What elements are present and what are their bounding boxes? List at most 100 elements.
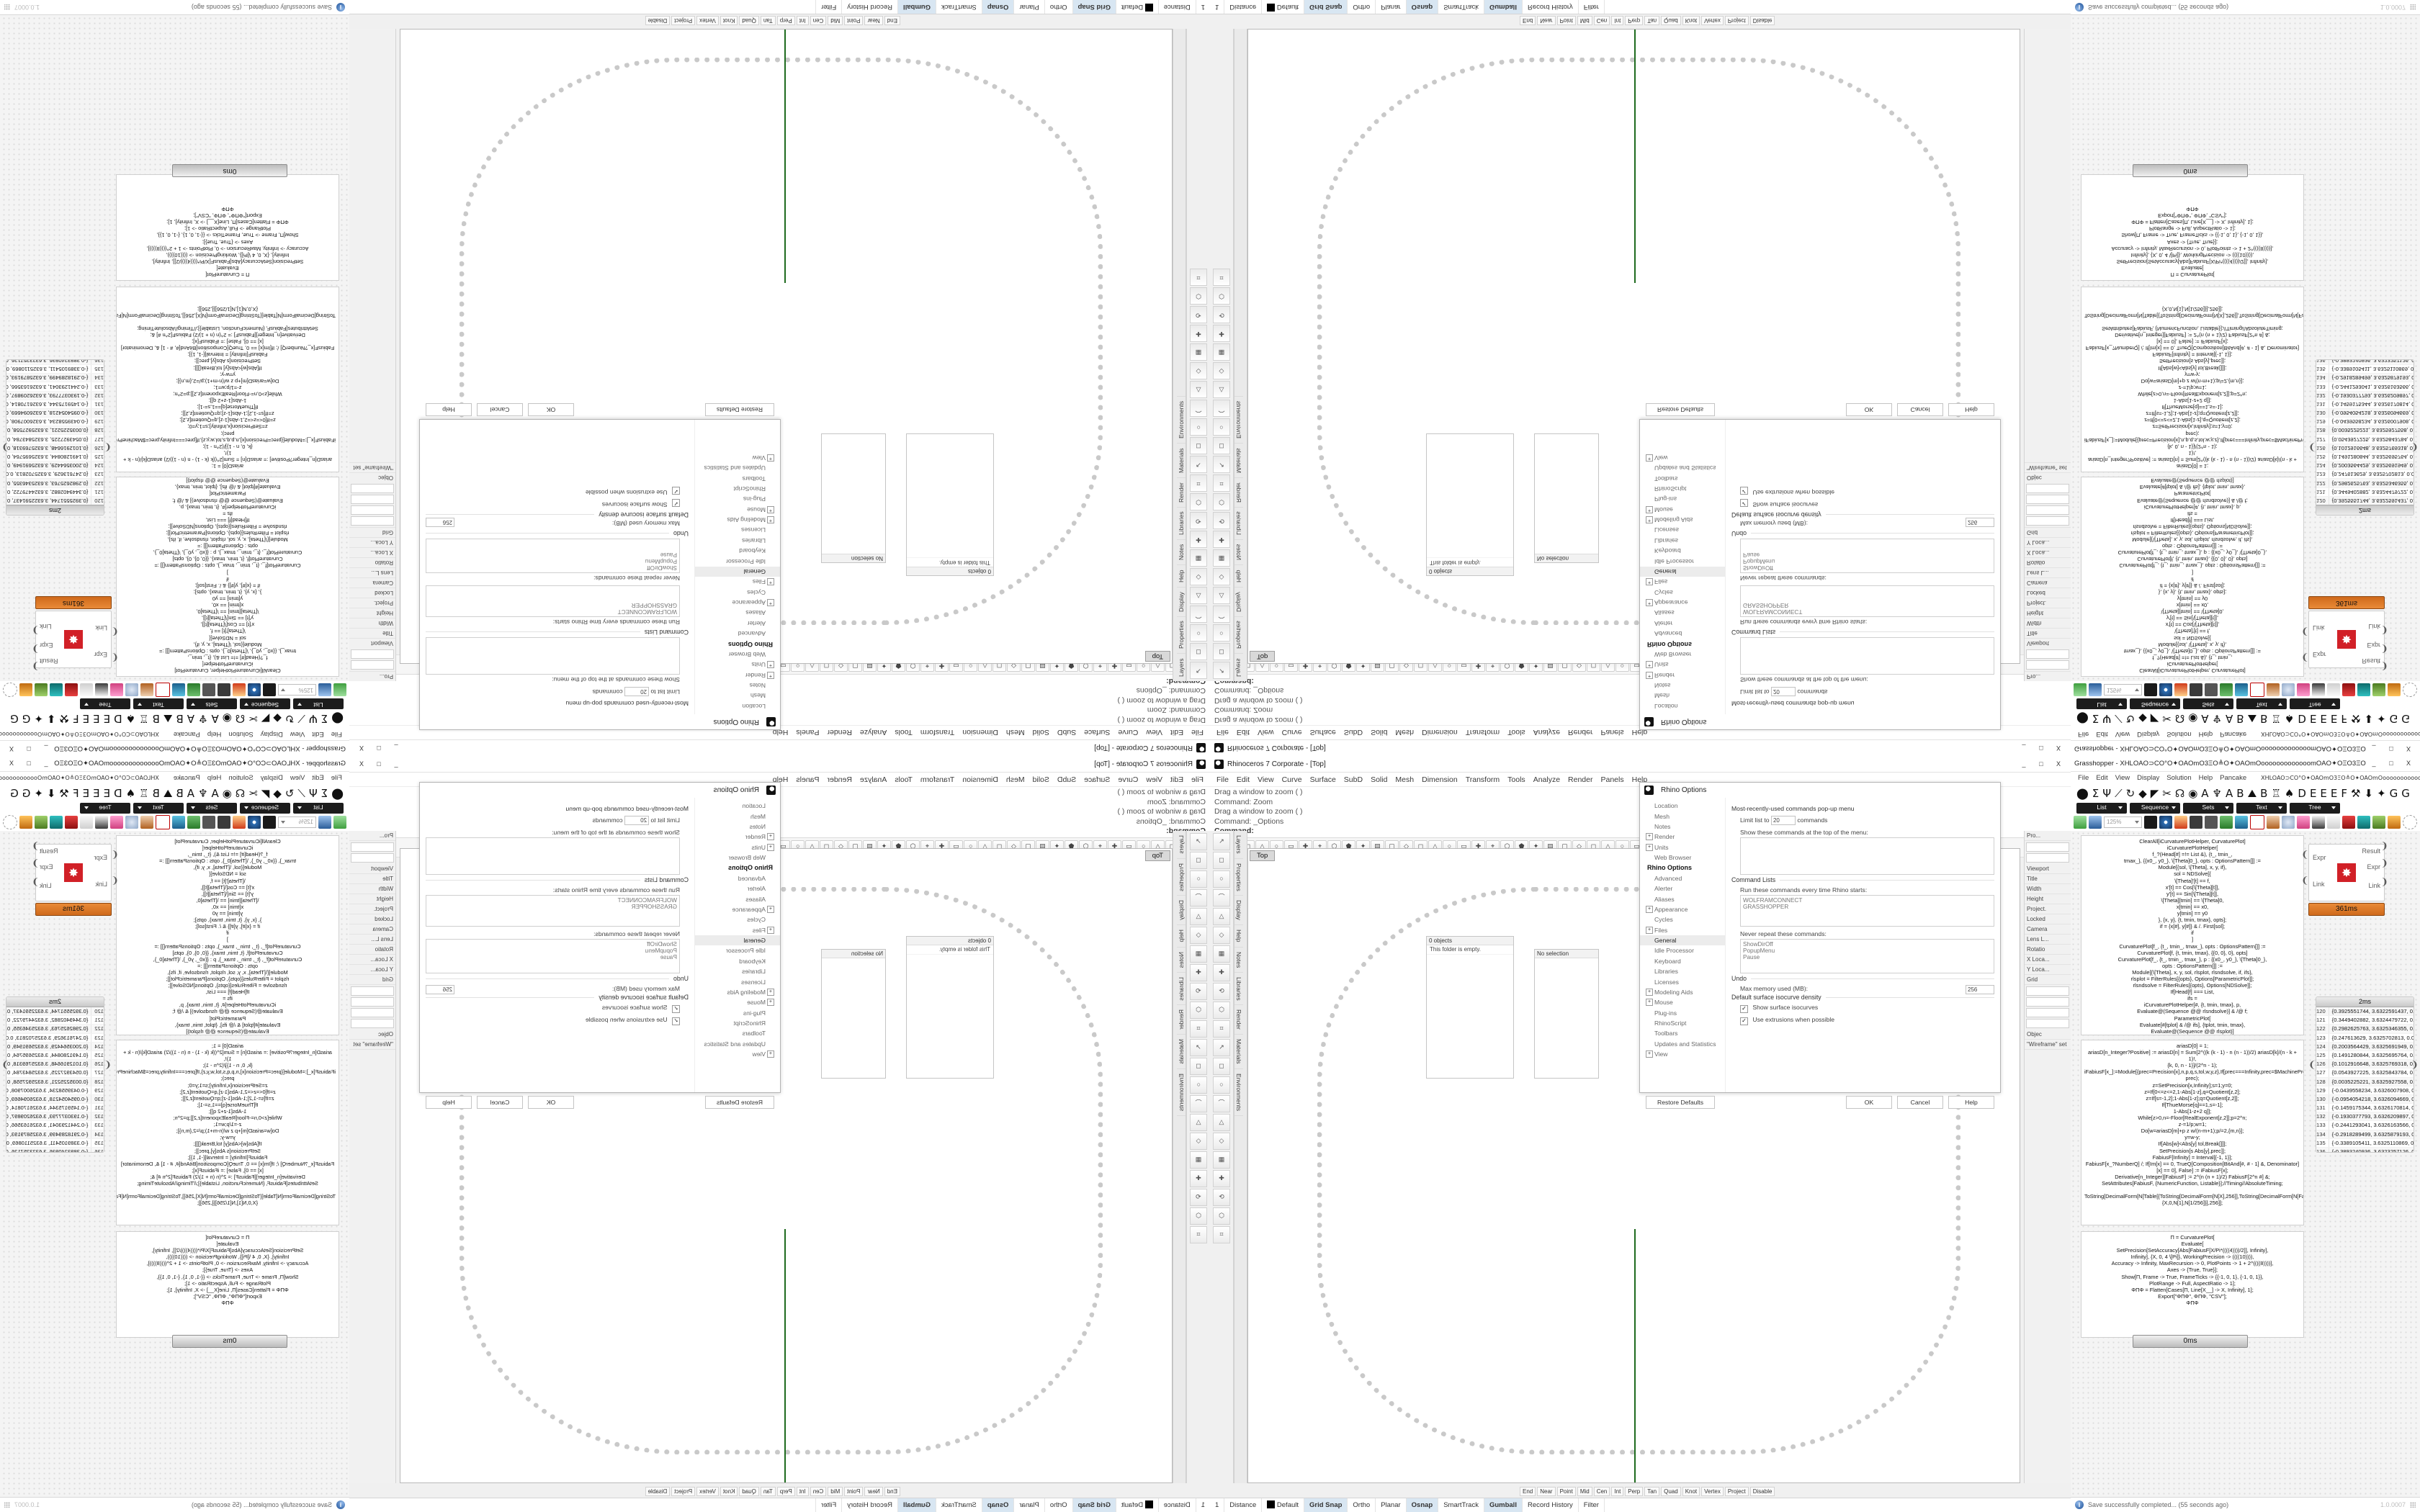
- sidebar-tool-0[interactable]: ↗: [1190, 662, 1207, 679]
- expand-icon[interactable]: +: [767, 599, 774, 607]
- panel-tab-layers[interactable]: Layers: [1234, 831, 1243, 859]
- input-port-expr[interactable]: ❨: [2301, 652, 2309, 662]
- norepeat-command-1[interactable]: PopupMenu: [645, 558, 677, 564]
- rhino-options-dialog[interactable]: Rhino Options Location Mesh Notes + Render + U…: [419, 782, 781, 1109]
- panel-tab-materials[interactable]: Materials: [1177, 1035, 1186, 1069]
- gh-menu-display[interactable]: Display: [2137, 730, 2160, 738]
- menu-item-solid[interactable]: Solid: [1371, 775, 1388, 784]
- minimize-button[interactable]: _: [394, 744, 398, 752]
- close-button[interactable]: X: [359, 744, 364, 752]
- panel-tab-notes[interactable]: Notes: [1177, 539, 1186, 565]
- ribbon-component-16[interactable]: ♖: [139, 787, 149, 800]
- rhino-link-icon[interactable]: [172, 816, 185, 829]
- expand-icon[interactable]: +: [767, 578, 774, 586]
- data-output-panel[interactable]: 2ms 120 {0.3925551744, 3.6322591437, 0.0}…: [2316, 996, 2414, 1153]
- options-tree-item-updates-and-statistics[interactable]: Updates and Statistics: [695, 1039, 780, 1049]
- share-icon[interactable]: [2220, 816, 2233, 829]
- status-layer[interactable]: Default: [1262, 0, 1305, 14]
- properties-field-yloc[interactable]: Y Loca...: [2025, 537, 2071, 547]
- wolfram-evaluate-component[interactable]: Expr Link Result Expr Link ✸: [2308, 611, 2385, 668]
- rhino-link-icon[interactable]: [2235, 683, 2248, 696]
- profiler-icon[interactable]: [2205, 683, 2218, 696]
- status-toggle-ortho[interactable]: Ortho: [1044, 1498, 1072, 1512]
- osnap-int[interactable]: Int: [1611, 1487, 1624, 1496]
- panel-tab-layers[interactable]: Layers: [1177, 653, 1186, 681]
- sidebar-tool-2[interactable]: ○: [1213, 870, 1230, 888]
- menu-item-solid[interactable]: Solid: [1032, 775, 1049, 784]
- cancel-button[interactable]: Cancel: [1897, 1096, 1943, 1109]
- sidebar-tool-21[interactable]: ⌗: [1213, 269, 1230, 286]
- maximize-button[interactable]: □: [2039, 744, 2043, 752]
- aux-panel-left[interactable]: 0 objects This folder is empty.: [906, 936, 994, 1079]
- sidebar-tool-15[interactable]: △: [1213, 1114, 1230, 1131]
- ribbon-component-0[interactable]: ⬤: [331, 712, 344, 725]
- rhino-sidebar-toolbar[interactable]: ↗ ◻ ○ ⌒ △ ◇ ▦ ✚ ⟲ ⬡ ⌗ ↗ ◻ ○ ⌒ △ ◇ ▦ ✚ ⟲ ⬡ ⌗: [1186, 831, 1210, 1483]
- ribbon-component-8[interactable]: ☊: [235, 787, 246, 800]
- data-output-panel[interactable]: 2ms 120 {0.3925551744, 3.6322591437, 0.0}…: [6, 996, 104, 1153]
- norepeat-command-1[interactable]: PopupMenu: [645, 948, 677, 954]
- options-tree[interactable]: Location Mesh Notes + Render + Units Web Browse…: [1640, 798, 1726, 1092]
- gh-window-buttons[interactable]: _ □ X: [2366, 743, 2416, 754]
- menu-item-solid[interactable]: Solid: [1371, 728, 1388, 737]
- options-tree-item-units[interactable]: + Units: [695, 842, 780, 852]
- menu-item-edit[interactable]: Edit: [1170, 775, 1184, 784]
- osnap-cen[interactable]: Cen: [1593, 16, 1610, 25]
- startup-commands-list[interactable]: WOLFRAMCONNECT GRASSHOPPER: [1740, 585, 1994, 617]
- gh-menu-pancake[interactable]: Pancake: [2220, 774, 2247, 782]
- ribbon-component-1[interactable]: Σ: [2092, 787, 2099, 800]
- sidebar-tool-9[interactable]: ⬡: [1190, 1002, 1207, 1019]
- gh-menu-edit[interactable]: Edit: [312, 730, 324, 738]
- grid-option-4[interactable]: [351, 1019, 394, 1028]
- output-port-expr[interactable]: ❩: [2380, 858, 2388, 869]
- ribbon-component-15[interactable]: B: [152, 712, 160, 725]
- ribbon-component-9[interactable]: ◉: [222, 712, 232, 725]
- orange-sphere-icon[interactable]: [19, 683, 32, 696]
- options-tree-item-units[interactable]: + Units: [1640, 842, 1725, 852]
- ok-button[interactable]: OK: [1846, 403, 1892, 416]
- wolfram-evaluate-component[interactable]: Expr Link Result Expr Link ✸: [35, 844, 112, 901]
- sidebar-tool-8[interactable]: ⟲: [1213, 512, 1230, 529]
- ribbon-component-25[interactable]: ✦: [34, 712, 43, 725]
- menu-item-analyze[interactable]: Analyze: [859, 775, 887, 784]
- menu-item-transform[interactable]: Transform: [920, 728, 955, 737]
- osnap-mid[interactable]: Mid: [1577, 16, 1592, 25]
- layer-color-swatch[interactable]: [1144, 1500, 1153, 1508]
- startup-commands-list[interactable]: WOLFRAMCONNECT GRASSHOPPER: [1740, 895, 1994, 927]
- gh-tab-list[interactable]: List: [293, 698, 344, 709]
- norepeat-command-0[interactable]: ShowDirOff: [647, 941, 677, 948]
- status-toggle-osnap[interactable]: Osnap: [1406, 0, 1439, 14]
- document-icon[interactable]: [140, 683, 153, 696]
- expand-icon[interactable]: +: [767, 661, 774, 669]
- green-sphere-icon[interactable]: [35, 816, 48, 829]
- options-tree-item-notes[interactable]: Notes: [695, 822, 780, 832]
- menu-item-tools[interactable]: Tools: [895, 728, 913, 737]
- expand-icon[interactable]: +: [767, 1050, 774, 1058]
- grasshopper-toolbar[interactable]: 125%: [2071, 814, 2420, 832]
- menu-item-edit[interactable]: Edit: [1170, 728, 1184, 737]
- osnap-mid[interactable]: Mid: [828, 16, 843, 25]
- osnap-knot[interactable]: Knot: [1682, 16, 1700, 25]
- properties-field-rotation[interactable]: Rotatio: [2025, 945, 2071, 955]
- ribbon-component-18[interactable]: D: [114, 712, 122, 725]
- close-button[interactable]: X: [2056, 744, 2061, 752]
- options-tree-item-location[interactable]: Location: [1640, 801, 1725, 811]
- sidebar-tool-2[interactable]: ○: [1190, 624, 1207, 642]
- gh-menu-file[interactable]: File: [331, 730, 342, 738]
- sidebar-tool-18[interactable]: ✚: [1213, 1170, 1230, 1187]
- undo-memory-input[interactable]: 256: [1966, 518, 1994, 527]
- gh-tab-sequence[interactable]: Sequence: [2130, 803, 2180, 814]
- status-toggle-planar[interactable]: Planar: [1013, 0, 1044, 14]
- grasshopper-component-ribbon[interactable]: ⬤ Σ Ψ ⟋ ↻ ◆ ◤ ✂ ☊ ◉ A ♆ A B ⛰ B ♖ ♠ D E E E F ⚒ ⬇ ✦ G G: [2071, 709, 2420, 728]
- options-tree-item-updates-and-statistics[interactable]: Updates and Statistics: [695, 463, 780, 473]
- options-tree-item-web-browser[interactable]: Web Browser: [1640, 852, 1725, 863]
- options-tree-item-updates-and-statistics[interactable]: Updates and Statistics: [1640, 1039, 1725, 1049]
- ribbon-component-3[interactable]: ⟋: [2115, 712, 2123, 725]
- help-gift-icon[interactable]: [110, 816, 123, 829]
- menu-item-panels[interactable]: Panels: [796, 728, 820, 737]
- gh-menu-help[interactable]: Help: [207, 774, 222, 782]
- ribbon-component-2[interactable]: Ψ: [2102, 712, 2112, 725]
- ribbon-component-16[interactable]: ♖: [139, 712, 149, 725]
- status-toggle-filter[interactable]: Filter: [815, 0, 842, 14]
- selection-circle-icon[interactable]: [3, 815, 17, 829]
- ribbon-component-3[interactable]: ⟋: [297, 787, 305, 800]
